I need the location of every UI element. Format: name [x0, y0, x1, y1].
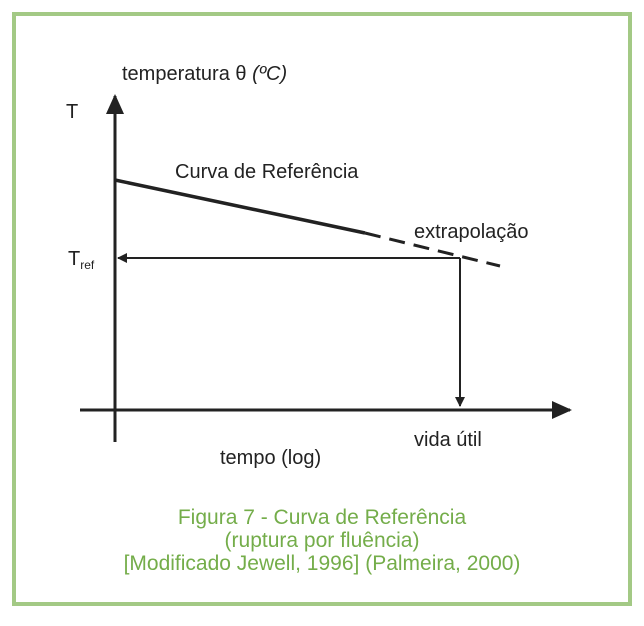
extrapolation [364, 231, 501, 268]
caption-line: Figura 7 - Curva de Referência [178, 506, 467, 529]
curve-label: Curva de Referência [175, 161, 359, 183]
frame [12, 12, 632, 606]
reference-curve [114, 178, 366, 235]
x-label: tempo (log) [220, 447, 321, 469]
y-label: temperatura θ [122, 63, 247, 85]
ref-label: Tref [68, 248, 95, 272]
y-unit: (ºC) [252, 63, 287, 85]
extrapolation-label: extrapolação [414, 221, 529, 243]
y-axis-label: temperatura θ (ºC) [122, 63, 287, 85]
caption-line: [Modificado Jewell, 1996] (Palmeira, 200… [124, 552, 521, 575]
ref-subscript: ref [80, 258, 95, 272]
x-end-label: vida útil [414, 429, 482, 451]
y-symbol: T [66, 101, 78, 123]
ref-symbol: T [68, 248, 80, 270]
caption-line: (ruptura por fluência) [225, 529, 420, 552]
